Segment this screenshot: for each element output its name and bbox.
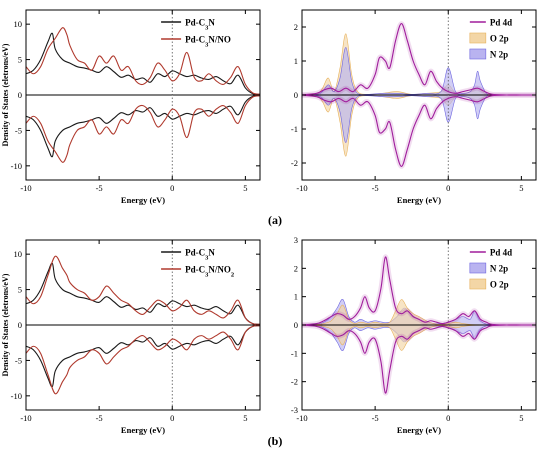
y-tick-label: 3 xyxy=(294,235,298,245)
x-axis-label: Energy (eV) xyxy=(397,195,441,205)
legend-label: O 2p xyxy=(490,34,509,44)
x-tick-label: -5 xyxy=(96,183,103,193)
x-axis-label: Energy (eV) xyxy=(397,425,441,435)
legend-label: Pd 4d xyxy=(490,18,512,28)
y-axis-label: Density of States (eletrons/eV) xyxy=(1,273,10,376)
y-tick-label: 0 xyxy=(18,90,22,100)
series-pd-c3n-no2-down xyxy=(26,325,260,395)
legend-label: N 2p xyxy=(490,50,508,60)
y-axis-label: Density of States (eletrons/eV) xyxy=(1,43,10,146)
panel-label-b: (b) xyxy=(268,434,283,448)
x-tick-label: 5 xyxy=(519,183,523,193)
y-tick-label: -2 xyxy=(291,377,298,387)
y-tick-label: 5 xyxy=(18,55,22,65)
series-pd-c3n-up xyxy=(26,32,260,95)
x-tick-label: 5 xyxy=(243,413,247,423)
x-tick-label: -10 xyxy=(20,183,31,193)
x-tick-label: 5 xyxy=(519,413,523,423)
y-tick-label: 0 xyxy=(294,90,298,100)
y-tick-label: -1 xyxy=(291,124,298,134)
y-tick-label: -5 xyxy=(15,125,22,135)
x-tick-label: 0 xyxy=(170,183,174,193)
y-tick-label: 0 xyxy=(294,320,298,330)
y-tick-label: -5 xyxy=(15,355,22,365)
x-tick-label: -5 xyxy=(96,413,103,423)
y-tick-label: -10 xyxy=(11,161,22,171)
series-pd-c3n-down xyxy=(26,95,260,158)
y-tick-label: -10 xyxy=(11,391,22,401)
legend-swatch xyxy=(469,48,487,60)
legend: Pd 4d N 2p O 2p xyxy=(469,248,512,290)
legend-label: Pd-C3N/NO xyxy=(185,35,231,49)
series-pd-4d-up xyxy=(302,256,536,326)
y-tick-label: -2 xyxy=(291,158,298,168)
x-tick-label: -10 xyxy=(296,183,307,193)
legend-swatch xyxy=(469,278,487,290)
y-tick-label: 10 xyxy=(14,249,23,259)
series-pd-4d-down xyxy=(302,324,536,394)
legend: Pd-C3N Pd-C3N/NO xyxy=(161,18,231,49)
x-tick-label: -10 xyxy=(296,413,307,423)
series-pd-c3n-down xyxy=(26,325,260,388)
series-pd-c3n-no2-up xyxy=(26,255,260,325)
legend-label: Pd-C3N xyxy=(185,18,215,32)
y-tick-label: 1 xyxy=(294,56,298,66)
y-tick-label: 2 xyxy=(294,22,298,32)
series-pd-c3n-no-up xyxy=(26,27,260,95)
legend-swatch xyxy=(469,262,487,274)
legend-label: Pd-C3N xyxy=(185,248,215,262)
y-tick-label: 10 xyxy=(14,19,23,29)
legend-label: Pd-C3N/NO2 xyxy=(185,265,234,279)
chart-a-left: -10 -5 0 5 -10 -5 0 5 10 Energy (eV) Density of St… xyxy=(1,9,261,205)
legend-label: Pd 4d xyxy=(490,248,512,258)
series-pd-4d-up xyxy=(302,23,536,96)
x-tick-label: 0 xyxy=(446,183,450,193)
panel-label-a: (a) xyxy=(268,213,282,227)
series-pd-c3n-no-down xyxy=(26,95,260,163)
chart-b-left: -10 -5 0 5 -10 -5 0 5 10 Energy (eV) Density of St… xyxy=(1,239,261,435)
x-tick-label: -5 xyxy=(372,183,379,193)
y-tick-label: 2 xyxy=(294,263,298,273)
x-tick-label: 5 xyxy=(243,183,247,193)
x-axis-label: Energy (eV) xyxy=(121,195,165,205)
series-pd-4d-down xyxy=(302,94,536,167)
series-o-2p-down xyxy=(302,94,536,157)
legend: Pd 4d O 2p N 2p xyxy=(469,18,512,60)
legend: Pd-C3N Pd-C3N/NO2 xyxy=(161,248,234,279)
series-pd-4d-down-halo xyxy=(302,322,536,396)
legend-swatch xyxy=(469,32,487,44)
x-tick-label: -5 xyxy=(372,413,379,423)
legend-label: O 2p xyxy=(490,280,509,290)
x-tick-label: -10 xyxy=(20,413,31,423)
y-tick-label: 5 xyxy=(18,285,22,295)
y-tick-label: -1 xyxy=(291,348,298,358)
x-tick-label: 0 xyxy=(446,413,450,423)
y-tick-label: -3 xyxy=(291,405,298,415)
x-tick-label: 0 xyxy=(170,413,174,423)
y-tick-label: 1 xyxy=(294,292,298,302)
plot-area xyxy=(302,240,536,410)
y-tick-label: 0 xyxy=(18,320,22,330)
plot-area xyxy=(302,10,536,180)
legend-label: N 2p xyxy=(490,264,508,274)
x-axis-label: Energy (eV) xyxy=(121,425,165,435)
series-pd-c3n-up xyxy=(26,262,260,325)
